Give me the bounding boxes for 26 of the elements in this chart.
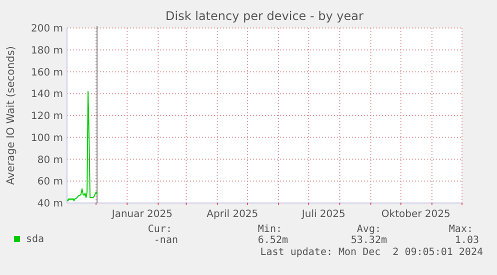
y-tick-label: 180 m [30,45,63,56]
chart-title: Disk latency per device - by year [166,9,364,23]
y-axis-title: Average IO Wait (seconds) [5,46,17,185]
y-tick-label: 200 m [30,24,63,34]
text: Last update: Mon Dec 2 09:05:01 2024 [260,247,483,258]
x-tick-label: Januar 2025 [110,209,173,220]
y-tick-label: 160 m [30,67,63,78]
y-tick-label: 120 m [30,111,63,122]
text: Max: [448,224,473,235]
x-tick-label: Oktober 2025 [381,209,450,220]
x-tick-label: Juli 2025 [300,209,346,220]
y-tick-label: 100 m [30,132,63,144]
text: 6.52m [258,235,288,246]
x-tick-label: April 2025 [206,209,258,220]
text: Avg: [356,224,381,235]
y-tick-label: 60 m [37,176,63,188]
text: Cur: [148,224,172,235]
text: -nan [154,235,178,246]
text: Min: [258,224,282,235]
y-tick-label: 80 m [37,154,63,166]
y-tick-label: 40 m [37,198,63,210]
text: 53.32m [350,235,387,246]
legend-label: sda [26,234,44,245]
y-tick-label: 140 m [30,89,63,100]
text: 1.03 [454,235,479,246]
line-series [66,90,98,202]
